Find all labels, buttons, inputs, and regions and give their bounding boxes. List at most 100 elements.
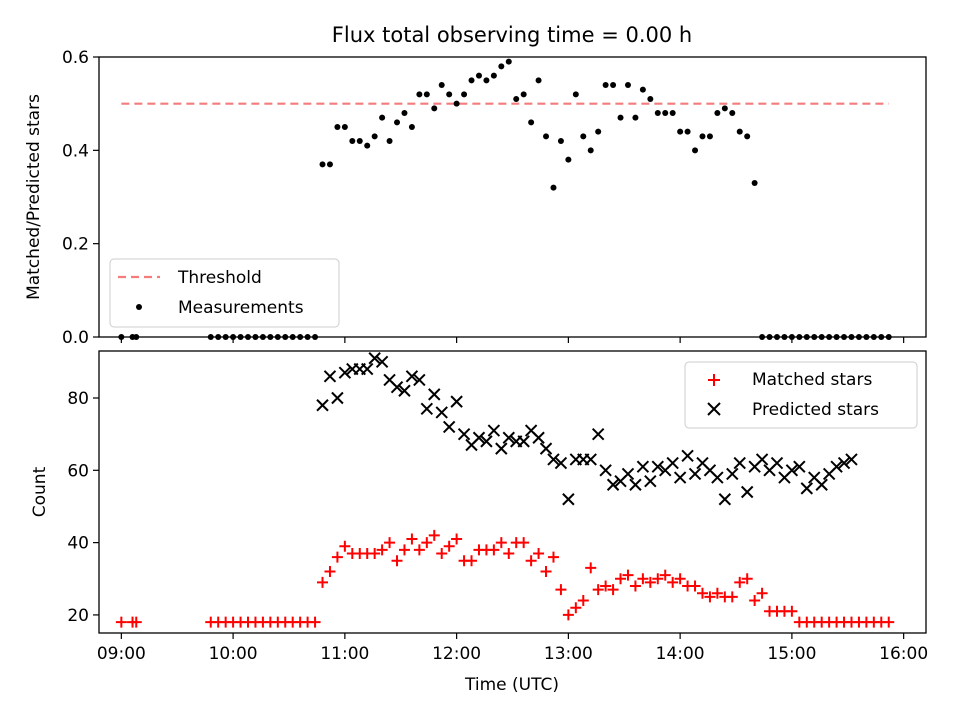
- matched-point: [622, 569, 634, 581]
- measurement-point: [490, 72, 497, 79]
- predicted-point: [740, 485, 754, 499]
- predicted-point: [621, 467, 635, 481]
- matched-point: [726, 591, 738, 603]
- predicted-point: [502, 431, 515, 444]
- x-tick-label: 11:00: [320, 644, 369, 664]
- count-legend: Matched stars Predicted stars: [684, 361, 918, 429]
- predicted-point: [517, 435, 530, 448]
- measurement-point: [475, 72, 482, 79]
- matched-point: [466, 555, 478, 567]
- predicted-point: [666, 456, 679, 470]
- matched-point: [674, 573, 686, 585]
- matched-point: [130, 616, 142, 628]
- matched-point: [570, 602, 582, 614]
- predicted-point: [815, 478, 828, 491]
- measurement-point: [453, 100, 460, 107]
- measurement-point: [595, 128, 602, 135]
- measurement-point: [580, 133, 587, 140]
- count-axes-frame: [98, 350, 927, 634]
- predicted-point: [457, 427, 471, 441]
- matched-point: [734, 576, 746, 588]
- predicted-point: [361, 362, 374, 376]
- predicted-point: [331, 391, 344, 405]
- matched-point: [600, 580, 612, 592]
- predicted-point: [606, 478, 620, 491]
- measurement-point: [684, 128, 691, 135]
- matched-point: [488, 544, 500, 556]
- legend-matched-swatch: [708, 374, 720, 386]
- count-y-ticks: 20 40 60 80: [67, 389, 99, 626]
- measurement-point: [662, 110, 669, 116]
- predicted-point: [599, 464, 612, 477]
- count-axes: 20 40 60 80 09:00 10:00 11:00 12:00 13:00 14:00 1…: [30, 350, 928, 695]
- predicted-point: [726, 467, 739, 481]
- predicted-point: [435, 406, 448, 419]
- predicted-point: [420, 402, 434, 416]
- predicted-point: [450, 395, 463, 408]
- predicted-point: [390, 380, 404, 394]
- measurement-point: [751, 180, 758, 186]
- matched-point: [577, 594, 589, 606]
- predicted-point: [472, 431, 486, 444]
- matched-point: [652, 573, 664, 585]
- matched-point: [756, 587, 768, 599]
- measurement-point: [371, 133, 378, 140]
- predicted-point: [442, 420, 456, 434]
- measurement-point: [334, 124, 341, 130]
- x-tick-label: 09:00: [97, 644, 146, 664]
- predicted-point: [584, 453, 597, 466]
- measurement-point: [341, 124, 348, 130]
- legend-measurements-swatch: [136, 304, 142, 310]
- measurement-point: [483, 77, 490, 84]
- measurement-point: [535, 77, 542, 84]
- matched-point: [629, 580, 641, 592]
- measurement-point: [505, 58, 512, 65]
- predicted-point: [405, 370, 419, 383]
- ratio-axes: 0.0 0.2 0.4 0.6 Matched/Predicted stars Thr…: [24, 48, 927, 348]
- matched-point: [585, 562, 597, 574]
- x-tick-label: 16:00: [879, 644, 928, 664]
- matched-point: [547, 551, 559, 563]
- measurement-point: [379, 114, 386, 121]
- y-tick-label: 40: [67, 534, 89, 554]
- matched-point: [689, 580, 701, 592]
- predicted-point: [644, 474, 657, 488]
- predicted-point: [323, 370, 337, 383]
- predicted-point: [428, 388, 441, 401]
- predicted-point: [793, 460, 806, 473]
- matched-point: [704, 591, 716, 603]
- ratio-legend-box: [109, 258, 340, 328]
- matched-point: [883, 616, 895, 628]
- matched-point: [607, 584, 619, 596]
- matched-point: [637, 573, 649, 585]
- x-axis-label: Time (UTC): [464, 675, 559, 695]
- matched-point: [749, 594, 761, 606]
- measurement-point: [431, 105, 438, 112]
- predicted-point: [800, 482, 814, 495]
- measurement-point: [565, 156, 572, 163]
- predicted-point: [673, 471, 687, 484]
- matched-point: [667, 576, 679, 588]
- matched-point: [711, 587, 723, 599]
- y-tick-label: 0.4: [62, 141, 89, 161]
- measurement-point: [550, 184, 557, 191]
- matched-point: [503, 547, 515, 559]
- count-legend-box: [684, 361, 918, 429]
- matched-point: [696, 587, 708, 599]
- measurement-point: [401, 110, 408, 116]
- predicted-point: [398, 384, 411, 397]
- matched-point: [331, 551, 343, 563]
- ratio-y-axis-label: Matched/Predicted stars: [24, 94, 44, 300]
- predicted-point: [651, 460, 664, 473]
- predicted-point: [755, 453, 769, 466]
- matched-point: [398, 544, 410, 556]
- predicted-point: [480, 435, 493, 448]
- predicted-point: [636, 460, 650, 473]
- matched-point: [384, 537, 396, 549]
- x-tick-label: 13:00: [544, 644, 593, 664]
- predicted-point: [591, 427, 605, 441]
- ratio-axes-frame: [98, 56, 927, 338]
- matched-point: [562, 609, 574, 621]
- measurement-point: [617, 114, 624, 121]
- legend-measurements-label: Measurements: [178, 298, 304, 318]
